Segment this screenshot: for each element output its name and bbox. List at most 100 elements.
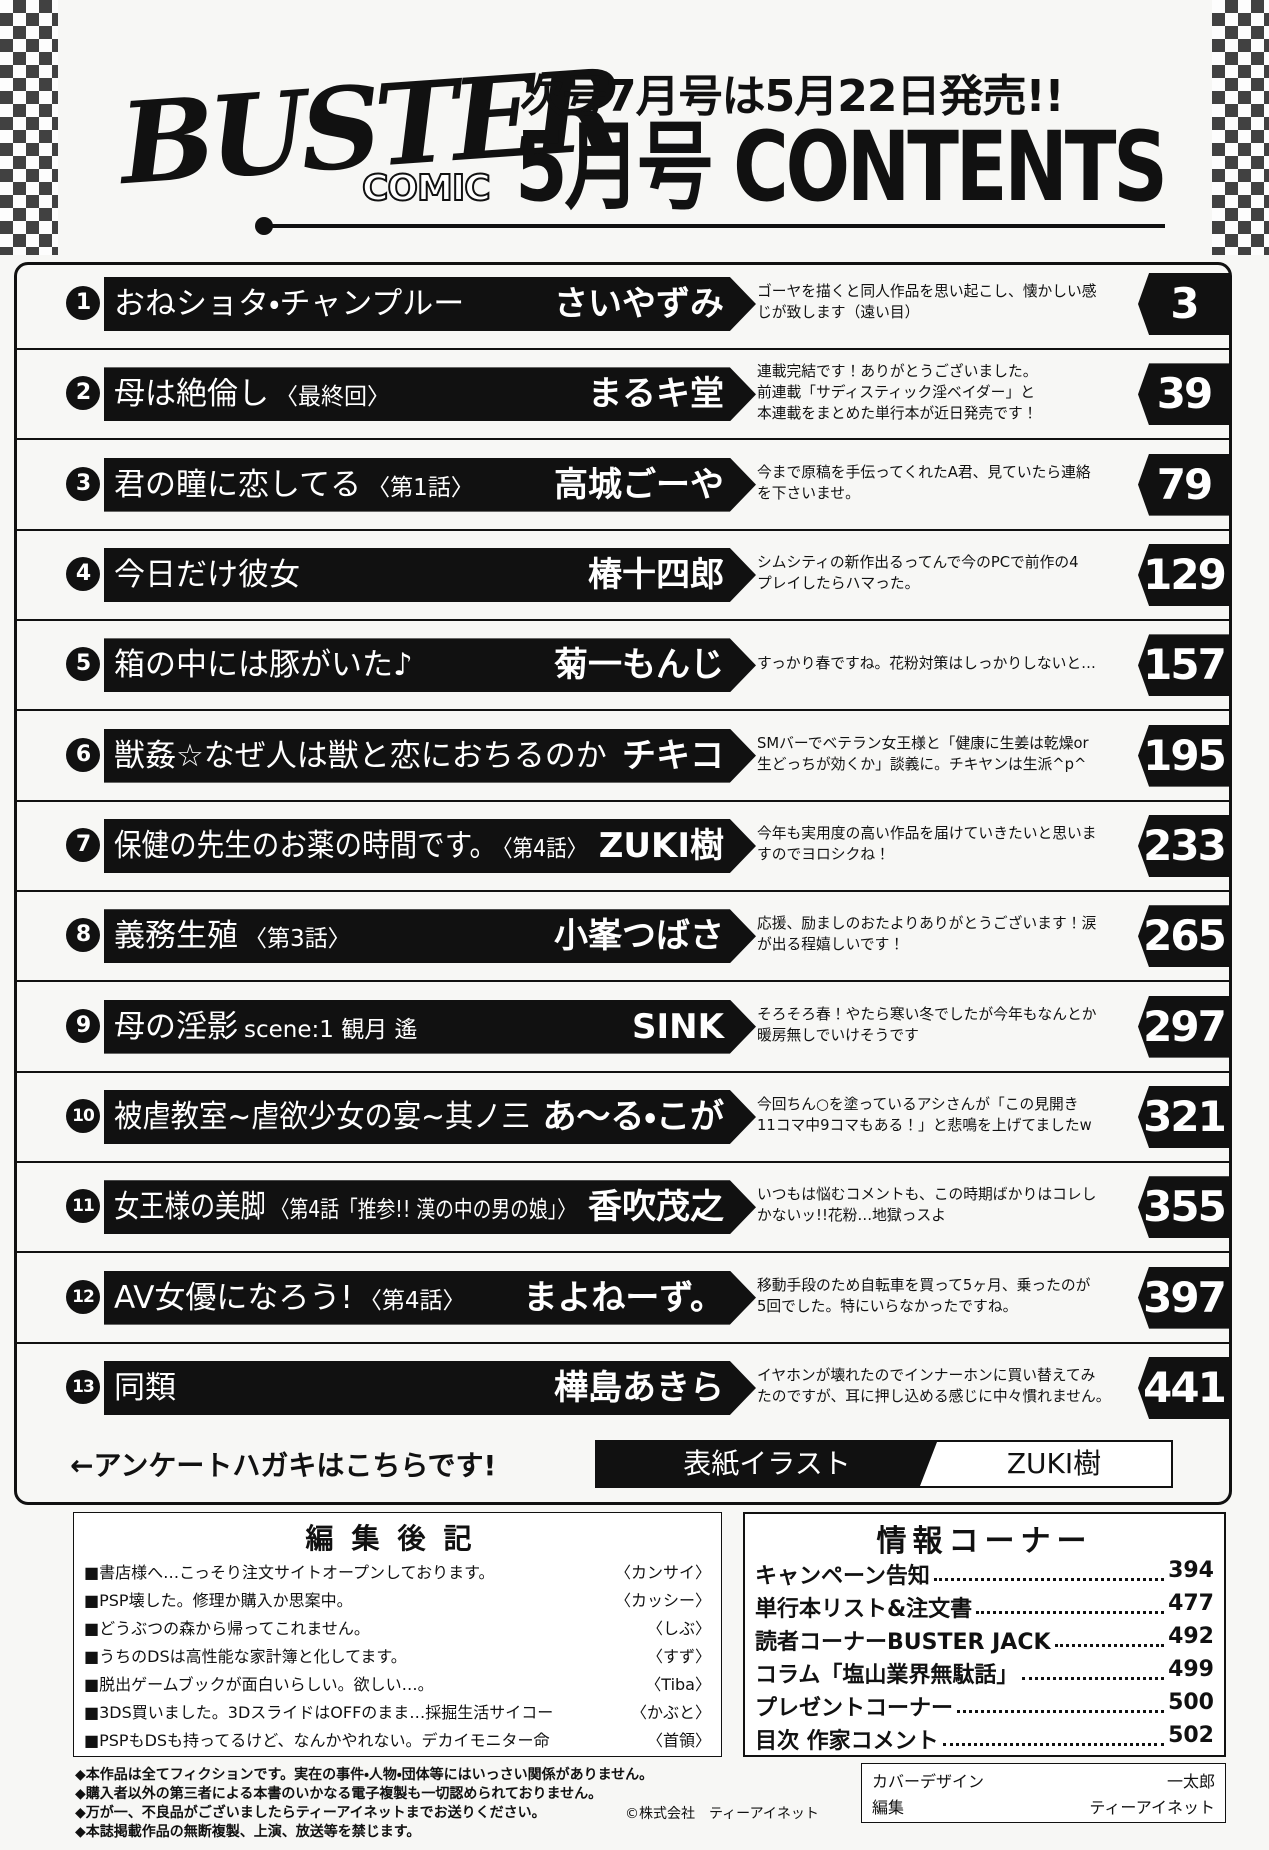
title-group: 義務生殖 〈第3話〉 [114, 914, 351, 963]
comment-line: イヤホンが壊れたのでインナーホンに買い替えてみ [757, 1365, 1096, 1384]
title-group: 君の瞳に恋してる 〈第1話〉 [114, 463, 474, 512]
info-label: 目次 作家コメント [755, 1723, 943, 1755]
title: 保健の先生のお薬の時間です。 [114, 827, 498, 864]
checker-left [0, 0, 58, 255]
author: 樺島あきら [554, 1367, 724, 1408]
entry-number: 3 [66, 466, 100, 501]
info-page: 502 [1164, 1723, 1214, 1748]
note-text: ■PSP壊した。修理か購入か思案中。 [84, 1591, 353, 1610]
comment-line: が出る程嬉しいです！ [757, 935, 905, 954]
entry-row: 11 香吹茂之 女王様の美脚 〈第4話「推参!! 漢の中の男の娘」〉 いつもは悩むコメン… [14, 1162, 1232, 1254]
page-number: 79 [1138, 453, 1230, 516]
comment-line: を下さいませ。 [757, 483, 860, 502]
comment: すっかり春ですね。花粉対策はしっかりしないと… [757, 653, 1135, 674]
page-number: 3 [1138, 273, 1230, 335]
page-number: 355 [1138, 1176, 1230, 1239]
subtitle: scene:1 観月 遙 [244, 1016, 418, 1043]
author: SINK [632, 1006, 724, 1047]
cover-box: 表紙イラスト ZUKI樹 [595, 1440, 1173, 1488]
entry-row: 6 チキコ 獣姦☆なぜ人は獣と恋におちるのか SMバーでベテラン女王様と「健康に生姜は… [14, 711, 1232, 802]
comment-line: 今回ちん○を塗っているアシさんが「この見開き [757, 1094, 1079, 1113]
row-separator [14, 980, 1232, 983]
comment-line: 応援、励ましのおたよりありがとうございます！涙 [757, 914, 1097, 933]
title: 今日だけ彼女 [114, 556, 300, 593]
entry-number: 9 [66, 1008, 100, 1043]
comment-line: 暖房無しでいけそうです [757, 1025, 919, 1044]
page-number: 265 [1138, 905, 1230, 968]
subtitle: 〈第3話〉 [244, 926, 351, 953]
info-page: 500 [1164, 1690, 1214, 1715]
title: おねショタ・チャンプルー [114, 286, 465, 322]
comment: そろそろ春！やたら寒い冬でしたが今年もなんとか 暖房無しでいけそうです [757, 1004, 1135, 1046]
credit-role: カバーデザイン [872, 1772, 985, 1791]
survey-link: ←アンケートハガキはこちらです! [70, 1449, 497, 1482]
note-text: ■うちのDSは高性能な家計簿と化してます。 [84, 1647, 407, 1666]
note-signature: 〈しぶ〉 [646, 1619, 711, 1638]
page-number: 441 [1138, 1356, 1230, 1419]
author: まるキ堂 [588, 374, 724, 415]
checker-right [1212, 0, 1269, 255]
entry-row: 12 まよねーず。 AV女優になろう! 〈第4話〉 移動手段のため自転車を買って5ヶ月、… [14, 1253, 1232, 1344]
title: 同類 [114, 1369, 176, 1406]
disclaimer: ◆万が一、不良品がございましたらティーアイネットまでお送りください。 [75, 1805, 546, 1821]
dot-leader [1055, 1644, 1164, 1647]
title: 被虐教室~虐欲少女の宴~其ノ三 [114, 1098, 530, 1135]
comment: 移動手段のため自転車を買って5ヶ月、乗ったのが 5回でした。特にいらなかったですね… [757, 1275, 1135, 1317]
row-separator [14, 1070, 1232, 1073]
title: 母の淫影 [114, 1008, 238, 1045]
entry-number: 1 [66, 286, 100, 320]
comment-line: 本連載をまとめた単行本が近日発売です！ [757, 404, 1038, 423]
comment-line: 今年も実用度の高い作品を届けていきたいと思いま [757, 823, 1097, 842]
note-signature: 〈カンサイ〉 [614, 1563, 711, 1582]
title-band: さいやずみ おねショタ・チャンプルー [104, 277, 756, 331]
entry-number: 10 [66, 1098, 100, 1133]
author: 香吹茂之 [588, 1187, 724, 1228]
subtitle: 〈第4話「推参!! 漢の中の男の娘」〉 [270, 1197, 576, 1224]
title-band: まるキ堂 母は絶倫し 〈最終回〉 [104, 367, 756, 422]
comment-line: じが致します（遠い目） [757, 303, 920, 321]
comment-line: 前連載「サディスティック淫ベイダー」と [757, 383, 1035, 402]
comment-line: ゴーヤを描くと同人作品を思い起こし、懐かしい感 [757, 282, 1097, 300]
contents-frame [14, 262, 1232, 1505]
title: 箱の中には豚がいた♪ [114, 647, 413, 684]
row-separator [14, 618, 1232, 621]
page-number: 233 [1138, 814, 1230, 877]
credit-name: 一太郎 [1166, 1772, 1215, 1791]
note-signature: 〈Tiba〉 [645, 1675, 711, 1694]
entry-row: 8 小峯つばさ 義務生殖 〈第3話〉 応援、励ましのおたよりありがとうございます！涙 が出… [14, 891, 1232, 983]
title-group: 母は絶倫し 〈最終回〉 [114, 372, 390, 421]
contents-title: 5月号 CONTENTS [515, 111, 1168, 223]
note-signature: 〈すず〉 [646, 1647, 711, 1666]
comment: いつもは悩むコメントも、この時期ばかりはコレし かないッ!!花粉…地獄っスよ [757, 1184, 1135, 1226]
title-group: 獣姦☆なぜ人は獣と恋におちるのか [114, 734, 607, 783]
credit-role: 編集 [872, 1798, 905, 1817]
row-separator [14, 709, 1232, 712]
page-number: 397 [1138, 1266, 1230, 1329]
entry-number: 8 [66, 918, 100, 953]
entry-row: 1 さいやずみ おねショタ・チャンプルー ゴーヤを描くと同人作品を思い起こし、懐かしい… [14, 259, 1232, 350]
info-corner: 情報コーナー キャンペーン告知 394 単行本リスト&注文書 477 読者コーナーBUST… [743, 1512, 1226, 1757]
note-signature: 〈かぶと〉 [630, 1703, 711, 1722]
row-separator [14, 528, 1232, 531]
author: チキコ [622, 735, 724, 776]
header-rule [265, 224, 1165, 228]
note-text: ■どうぶつの森から帰ってこれません。 [84, 1619, 370, 1638]
entry-row: 10 あ〜る・こが 被虐教室~虐欲少女の宴~其ノ三 今回ちん○を塗っているアシさんが「… [14, 1072, 1232, 1163]
comment: 連載完結です！ありがとうございました。 前連載「サディスティック淫ベイダー」と 本連… [757, 361, 1135, 424]
title-group: 箱の中には豚がいた♪ [114, 643, 413, 692]
disclaimer: ◆本作品は全てフィクションです。実在の事件・人物・団体等にはいっさい関係がありま… [75, 1767, 654, 1783]
subtitle: 〈最終回〉 [275, 384, 390, 411]
comment: 今回ちん○を塗っているアシさんが「この見開き 11コマ中9コマもある！」と悲鳴を上… [757, 1094, 1135, 1136]
comment: 応援、励ましのおたよりありがとうございます！涙 が出る程嬉しいです！ [757, 913, 1135, 955]
entry-number: 12 [66, 1279, 100, 1314]
note-text: ■3DS買いました。3DスライドはOFFのまま…採掘生活サイコー [84, 1703, 554, 1722]
dot-leader [943, 1743, 1164, 1746]
copyright: ©株式会社 ティーアイネット [625, 1806, 819, 1822]
author: あ〜る・こが [542, 1096, 724, 1137]
row-separator [14, 438, 1232, 441]
credit-name: ティーアイネット [1089, 1798, 1215, 1817]
title-band: 小峯つばさ 義務生殖 〈第3話〉 [104, 909, 756, 964]
title-group: 同類 [114, 1366, 176, 1415]
title-group: 今日だけ彼女 [114, 553, 300, 602]
title-group: 母の淫影 scene:1 観月 遙 [114, 1005, 418, 1054]
